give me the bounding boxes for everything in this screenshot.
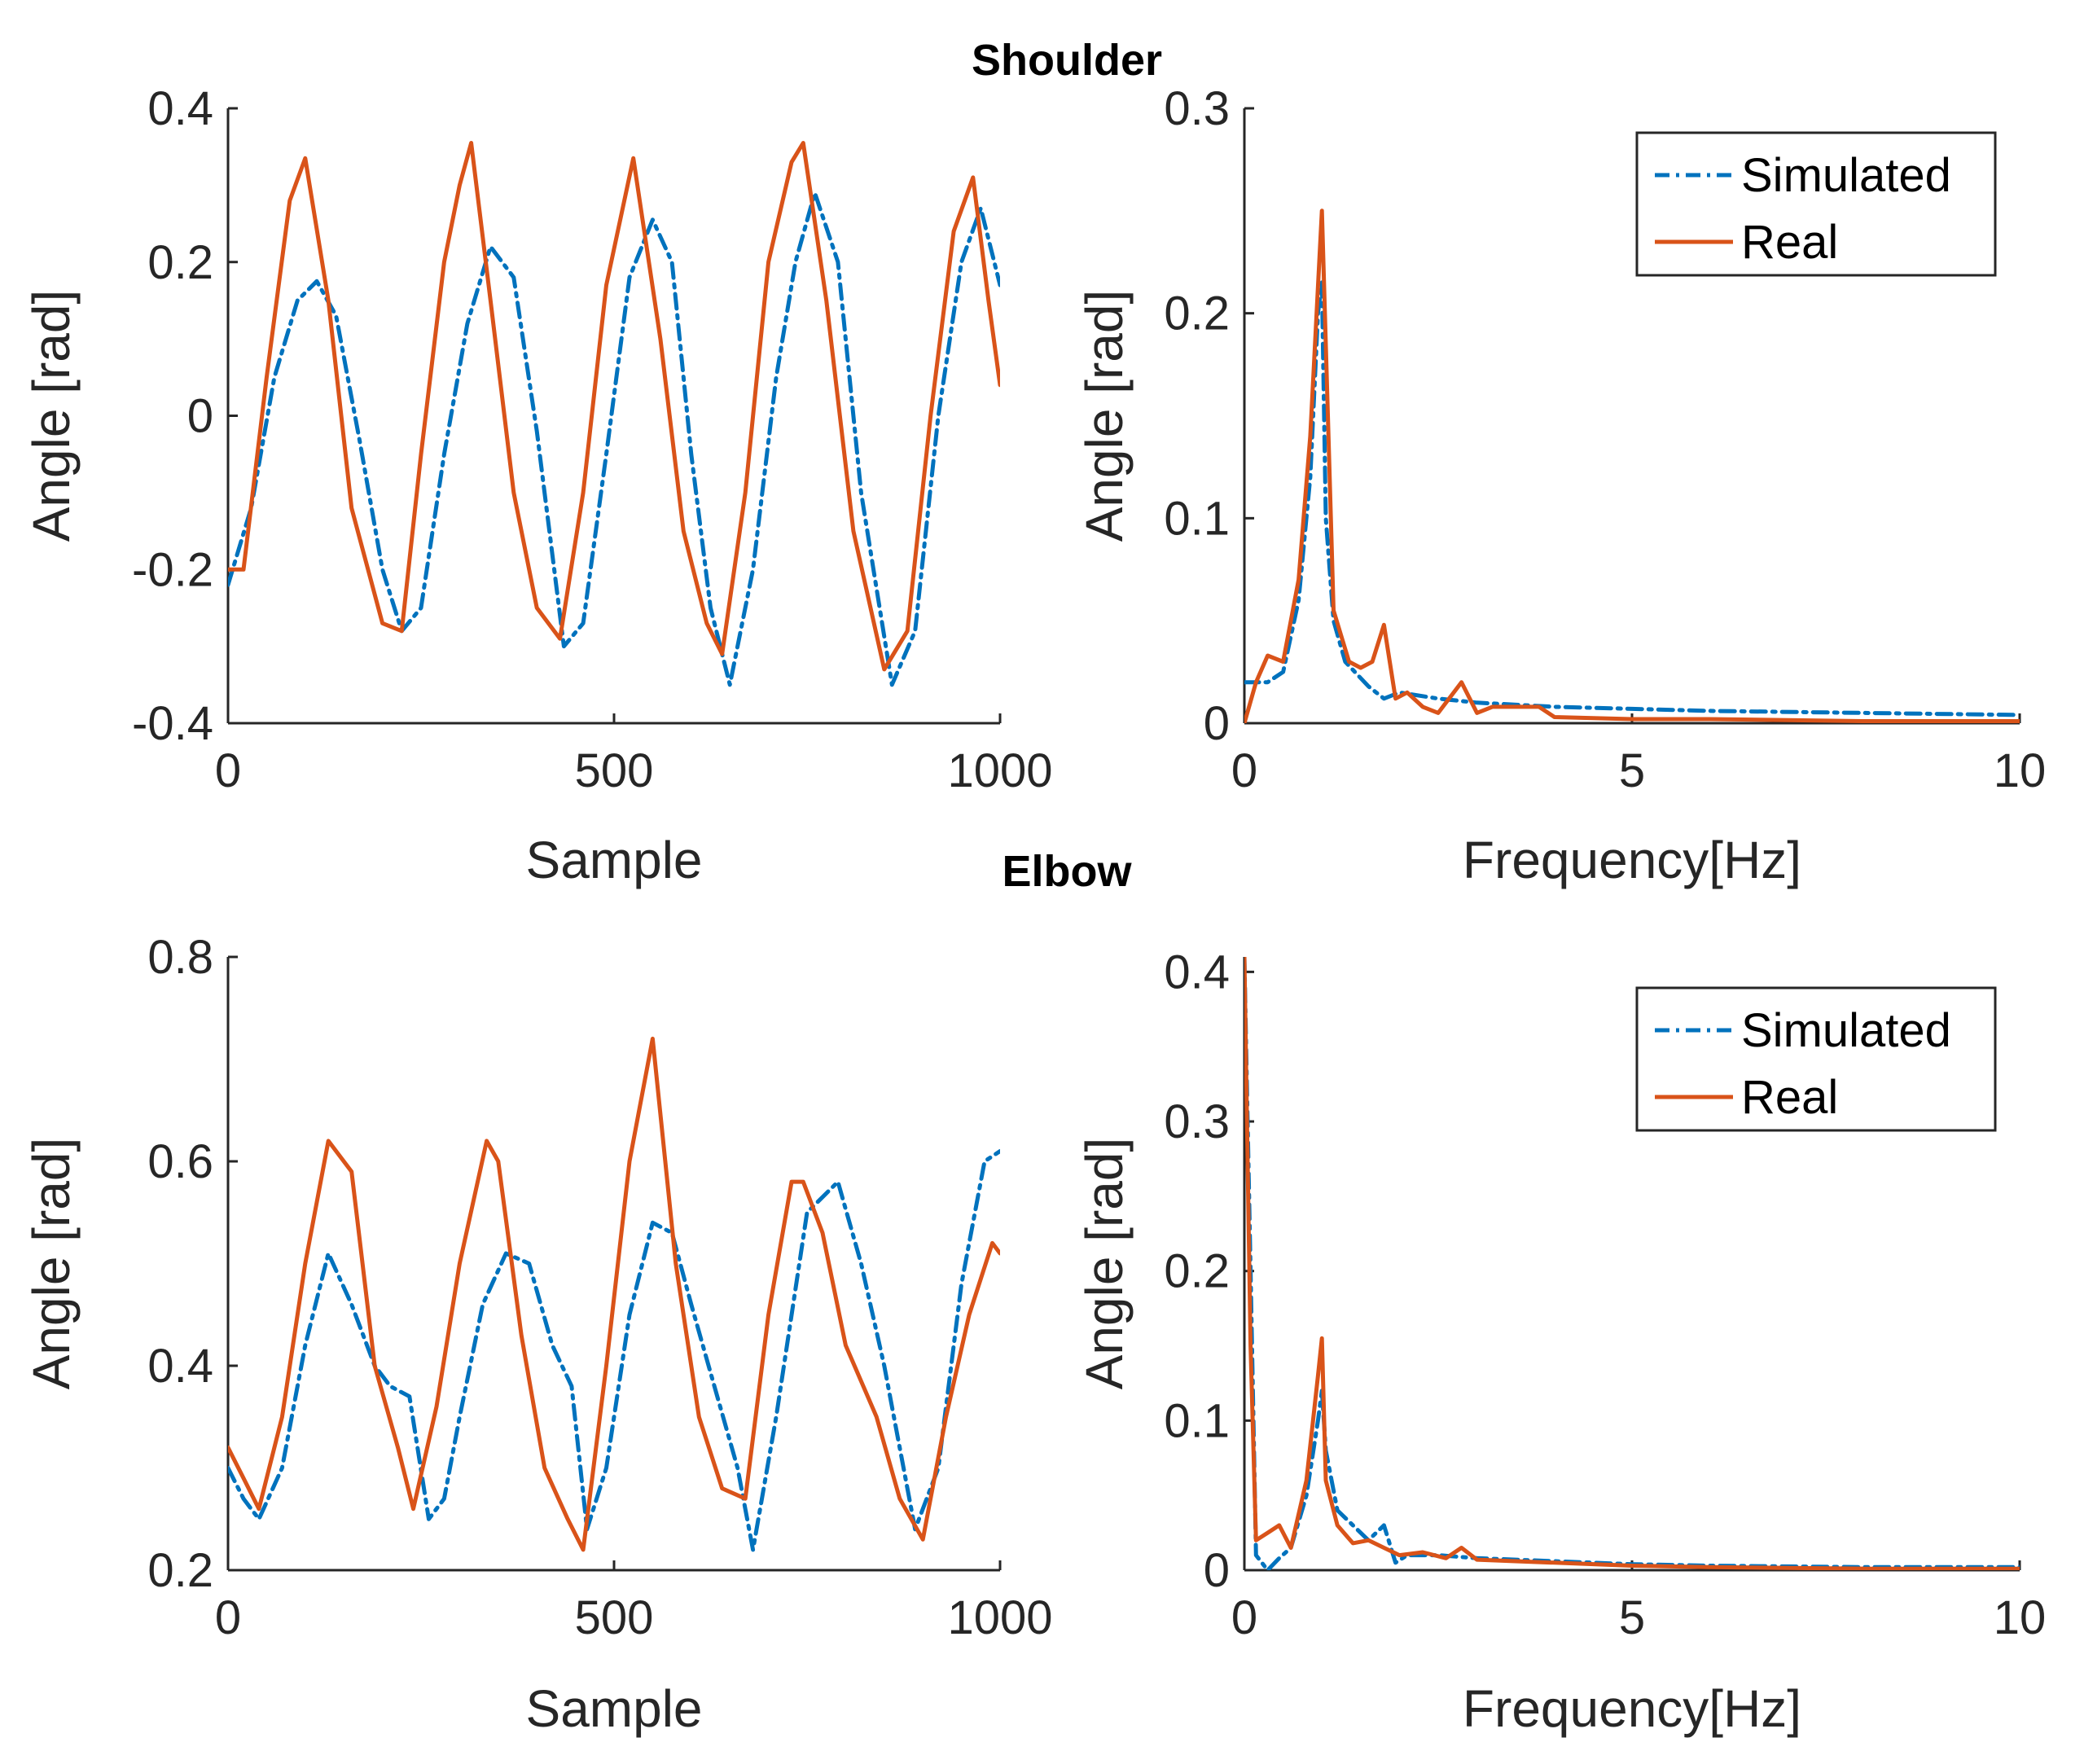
shoulder-freq-y-tick-label: 0.1 — [1164, 492, 1230, 545]
shoulder-freq-x-axis-title: Frequency[Hz] — [1463, 831, 1801, 889]
elbow-time-x-tick-label: 500 — [575, 1591, 654, 1644]
elbow-frequency-panel: 0 5 10 0 0.1 0.2 0.3 0.4 Frequency[Hz] Angle [rad… — [1075, 946, 2046, 1738]
shoulder-time-y-tick-label: 0 — [187, 390, 213, 443]
shoulder-freq-y-tick-label: 0.2 — [1164, 287, 1230, 340]
elbow-freq-x-tick-label: 0 — [1231, 1591, 1257, 1644]
shoulder-freq-y-tick-label: 0.3 — [1164, 82, 1230, 135]
shoulder-time-y-tick-label: 0.4 — [147, 82, 213, 135]
elbow-freq-series-real — [1244, 957, 2020, 1570]
elbow-freq-x-axis-title: Frequency[Hz] — [1463, 1679, 1801, 1738]
shoulder-time-x-axis-title: Sample — [526, 831, 703, 889]
elbow-freq-y-tick-label: 0.3 — [1164, 1095, 1230, 1148]
shoulder-time-panel: 0 500 1000 -0.4 -0.2 0 0.2 0.4 Sample Angle [rad] — [22, 82, 1053, 889]
elbow-time-y-axis-title: Angle [rad] — [22, 1138, 81, 1390]
shoulder-freq-legend-label-real: Real — [1741, 216, 1838, 269]
elbow-time-series-real — [228, 1036, 1000, 1552]
elbow-time-x-tick-label: 0 — [215, 1591, 241, 1644]
elbow-freq-legend-label-simulated: Simulated — [1741, 1004, 1951, 1057]
shoulder-freq-y-axis-title: Angle [rad] — [1075, 290, 1134, 542]
shoulder-freq-series-real — [1244, 208, 2020, 723]
shoulder-time-x-tick-label: 500 — [575, 744, 654, 797]
shoulder-time-y-tick-label: -0.2 — [132, 543, 213, 596]
elbow-time-y-tick-label: 0.4 — [147, 1340, 213, 1393]
section-title-elbow: Elbow — [1003, 847, 1133, 896]
elbow-freq-y-tick-label: 0.4 — [1164, 946, 1230, 998]
elbow-freq-x-tick-label: 10 — [1994, 1591, 2047, 1644]
shoulder-freq-y-tick-label: 0 — [1204, 697, 1230, 750]
shoulder-freq-x-tick-label: 5 — [1619, 744, 1645, 797]
shoulder-time-y-axis-title: Angle [rad] — [22, 290, 81, 542]
shoulder-time-series-real — [228, 141, 1000, 672]
shoulder-frequency-panel: 0 5 10 0 0.1 0.2 0.3 Frequency[Hz] Angle [rad] Si… — [1075, 82, 2046, 889]
elbow-freq-y-axis-title: Angle [rad] — [1075, 1138, 1134, 1390]
shoulder-time-x-tick-label: 0 — [215, 744, 241, 797]
shoulder-time-y-tick-label: -0.4 — [132, 697, 213, 750]
elbow-freq-y-tick-label: 0.2 — [1164, 1245, 1230, 1298]
elbow-time-panel: 0 500 1000 0.2 0.4 0.6 0.8 Sample Angle [rad] — [22, 931, 1053, 1738]
shoulder-time-y-tick-label: 0.2 — [147, 236, 213, 289]
shoulder-time-series-simulated — [228, 191, 1000, 687]
elbow-time-x-tick-label: 1000 — [947, 1591, 1052, 1644]
shoulder-freq-legend-label-simulated: Simulated — [1741, 149, 1951, 202]
shoulder-freq-legend-box — [1635, 131, 1997, 277]
elbow-time-y-tick-label: 0.2 — [147, 1544, 213, 1597]
elbow-freq-legend-label-real: Real — [1741, 1071, 1838, 1124]
elbow-freq-legend: Simulated Real — [1635, 986, 1997, 1132]
shoulder-freq-x-tick-label: 10 — [1994, 744, 2047, 797]
shoulder-freq-legend: Simulated Real — [1635, 131, 1997, 277]
elbow-freq-y-tick-label: 0.1 — [1164, 1394, 1230, 1447]
elbow-time-x-axis-title: Sample — [526, 1679, 703, 1738]
elbow-time-y-tick-label: 0.8 — [147, 931, 213, 984]
elbow-freq-y-tick-label: 0 — [1204, 1544, 1230, 1597]
elbow-time-y-tick-label: 0.6 — [147, 1135, 213, 1188]
shoulder-time-x-tick-label: 1000 — [947, 744, 1052, 797]
section-title-shoulder: Shoulder — [972, 36, 1162, 85]
shoulder-freq-x-tick-label: 0 — [1231, 744, 1257, 797]
elbow-freq-legend-box — [1635, 986, 1997, 1132]
elbow-freq-x-tick-label: 5 — [1619, 1591, 1645, 1644]
